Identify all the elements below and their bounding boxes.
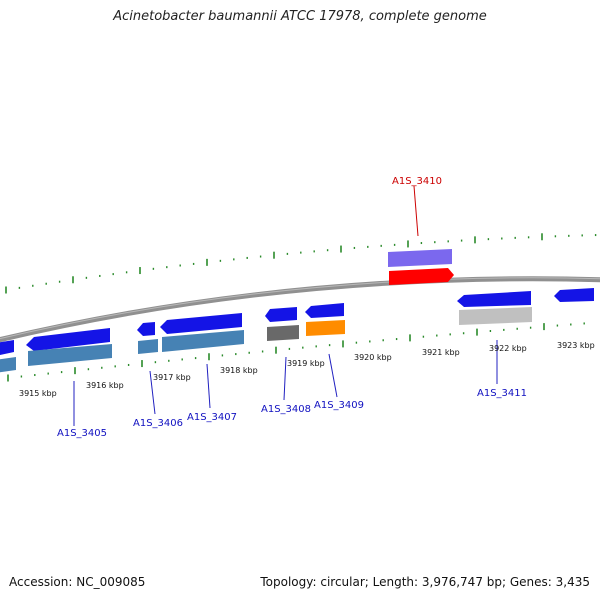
label-leaders <box>73 185 498 426</box>
genome-backbone <box>0 276 600 343</box>
genome-backbone-highlight <box>0 277 600 340</box>
gene-label-3409[interactable]: A1S_3409 <box>314 400 364 411</box>
scale-label: 3922 kbp <box>489 344 527 353</box>
scale-label: 3916 kbp <box>86 381 124 390</box>
scale-label: 3920 kbp <box>354 353 392 362</box>
gene-labels: A1S_3405 A1S_3406 A1S_3407 A1S_3408 A1S_… <box>57 176 527 439</box>
genome-summary-text: Topology: circular; Length: 3,976,747 bp… <box>260 575 590 589</box>
gene-arrow-3411[interactable] <box>457 291 531 307</box>
gene-arrow-3412[interactable] <box>554 288 594 302</box>
cog-block-3406[interactable] <box>138 339 158 354</box>
scale-label: 3915 kbp <box>19 389 57 398</box>
gene-track-blue <box>0 288 594 356</box>
gene-label-3411[interactable]: A1S_3411 <box>477 388 527 399</box>
cog-block-3404[interactable] <box>0 357 16 373</box>
gene-arrow-3410-red[interactable] <box>389 268 454 285</box>
gene-label-3406[interactable]: A1S_3406 <box>133 418 183 429</box>
cog-block-3405[interactable] <box>28 344 112 366</box>
gene-arrow-3409[interactable] <box>305 303 344 318</box>
cog-block-3411[interactable] <box>459 307 532 325</box>
gene-label-3405[interactable]: A1S_3405 <box>57 428 107 439</box>
cog-block-3408[interactable] <box>267 325 299 341</box>
cog-block-3409[interactable] <box>306 320 345 336</box>
gene-arrow-3405[interactable] <box>26 328 110 351</box>
cog-block-3407[interactable] <box>162 330 244 352</box>
gene-arrow-3404[interactable] <box>0 340 14 356</box>
gene-track-cog <box>0 249 532 373</box>
scale-label: 3921 kbp <box>422 348 460 357</box>
gene-label-3408[interactable]: A1S_3408 <box>261 404 311 415</box>
lower-tick-row <box>7 322 585 382</box>
scale-label: 3917 kbp <box>153 373 191 382</box>
accession-text: Accession: NC_009085 <box>9 575 146 589</box>
gene-arrow-3407[interactable] <box>160 313 242 334</box>
scale-label: 3918 kbp <box>220 366 258 375</box>
gene-label-3407[interactable]: A1S_3407 <box>187 412 237 423</box>
scale-label: 3919 kbp <box>287 359 325 368</box>
gene-label-3410[interactable]: A1S_3410 <box>392 176 442 187</box>
gene-arrow-3406[interactable] <box>137 322 155 336</box>
gene-arrow-3408[interactable] <box>265 307 297 322</box>
scale-labels: 3915 kbp 3916 kbp 3917 kbp 3918 kbp 3919… <box>19 341 595 398</box>
upper-tick-row <box>5 233 597 294</box>
map-title: Acinetobacter baumannii ATCC 17978, comp… <box>113 9 487 24</box>
scale-label: 3923 kbp <box>557 341 595 350</box>
cog-block-3410-purple[interactable] <box>388 249 452 267</box>
